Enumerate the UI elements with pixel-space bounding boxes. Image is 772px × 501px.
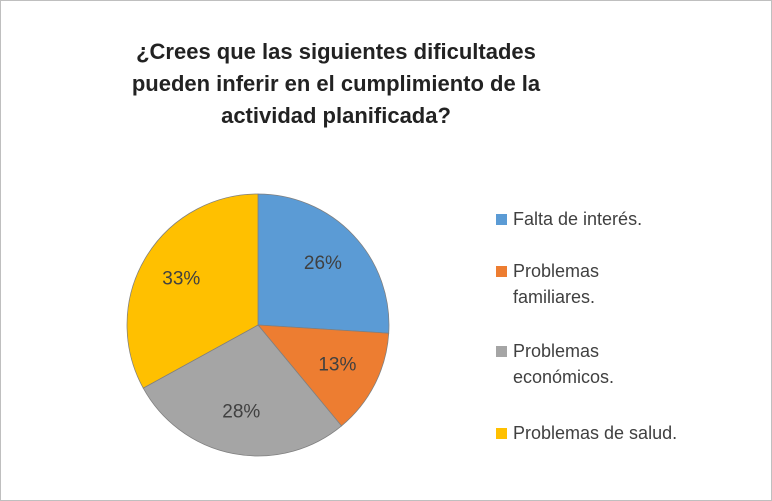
legend-item: Falta de interés. <box>496 206 756 232</box>
legend-label: Problemas familiares. <box>513 261 600 307</box>
legend-swatch <box>496 214 507 225</box>
chart-title: ¿Crees que las siguientes dificultades p… <box>131 39 541 128</box>
pie-slice <box>142 324 343 457</box>
legend-swatch <box>496 266 507 277</box>
legend-label: Problemas económicos. <box>513 341 615 387</box>
legend-swatch <box>496 346 507 357</box>
legend-item: Problemas familiares. <box>496 258 626 310</box>
slice-label: 13% <box>318 354 356 375</box>
slice-label: 26% <box>304 253 342 274</box>
legend-label: Problemas de salud. <box>513 423 678 443</box>
pie-slice <box>257 193 390 334</box>
slice-label: 33% <box>162 269 200 290</box>
legend-item: Problemas de salud. <box>496 420 756 446</box>
pie-slice <box>257 324 390 427</box>
legend-swatch <box>496 428 507 439</box>
legend-item: Problemas económicos. <box>496 338 626 390</box>
slice-label: 28% <box>222 402 260 423</box>
pie-slice <box>126 193 259 389</box>
legend-label: Falta de interés. <box>513 209 643 229</box>
